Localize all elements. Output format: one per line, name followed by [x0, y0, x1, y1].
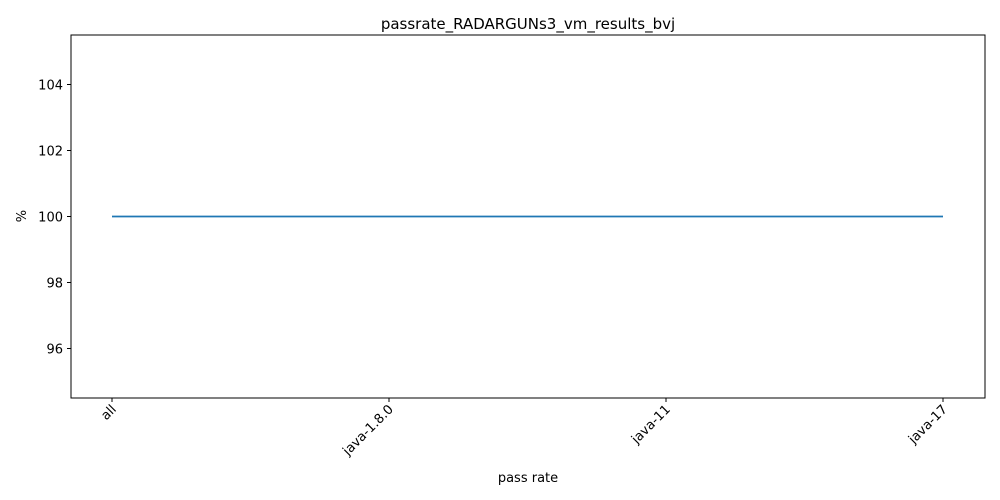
x-axis: all java-1.8.0 java-11 java-17 [98, 398, 951, 460]
y-axis: 96 98 100 102 104 [38, 79, 71, 358]
x-axis-label: pass rate [498, 471, 558, 486]
x-tick-label: java-1.8.0 [340, 402, 397, 459]
chart-title: passrate_RADARGUNs3_vm_results_bvj [381, 15, 675, 34]
y-tick-label: 102 [38, 145, 63, 160]
x-tick-label: java-17 [905, 402, 951, 448]
x-tick-label: java-11 [628, 402, 674, 448]
y-axis-label: % [15, 210, 30, 222]
y-tick-label: 98 [46, 277, 63, 292]
y-tick-label: 104 [38, 79, 63, 94]
x-tick-label: all [98, 402, 119, 423]
y-tick-label: 100 [38, 211, 63, 226]
y-tick-label: 96 [46, 343, 63, 358]
